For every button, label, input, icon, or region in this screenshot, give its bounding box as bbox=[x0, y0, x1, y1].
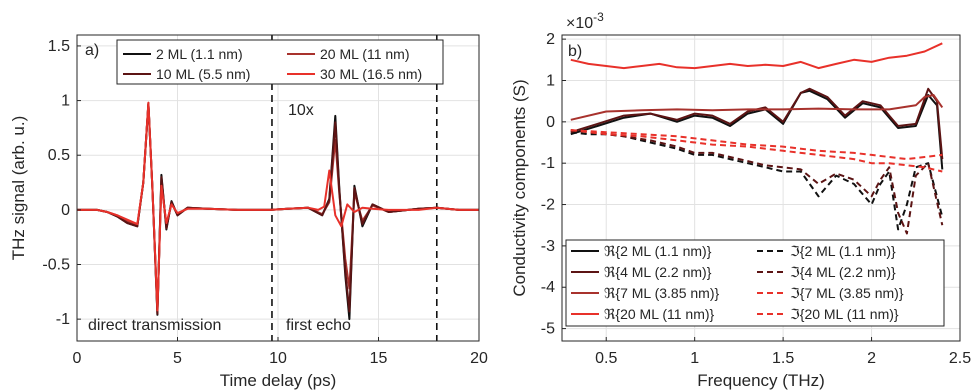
panel-a-marker-lines bbox=[271, 35, 438, 341]
legend-entry: 30 ML (16.5 nm) bbox=[320, 66, 422, 82]
panel-a: 0 5 10 15 20 -1 -0.5 0 0.5 1 1.5 Time delay (ps) T… bbox=[9, 34, 488, 390]
panel-b-frame bbox=[561, 34, 961, 342]
y-multiplier-base: ×10 bbox=[566, 15, 593, 32]
legend-entry: ℑ{20 ML (11 nm)} bbox=[790, 306, 899, 322]
y-tick-label: -4 bbox=[541, 279, 555, 296]
panel-b-legend-box bbox=[565, 239, 945, 327]
legend-entry: 20 ML (11 nm) bbox=[320, 46, 409, 62]
y-tick-label: -2 bbox=[541, 197, 555, 214]
series-line bbox=[570, 129, 943, 173]
panel-b-ticks: 0.5 1 1.5 2 2.5 -5 -4 -3 -2 -1 0 1 2 bbox=[541, 31, 971, 367]
legend-entry: ℜ{7 ML (3.85 nm)} bbox=[604, 285, 719, 301]
y-tick-label: -3 bbox=[541, 238, 555, 255]
legend-entry: ℑ{4 ML (2.2 nm)} bbox=[790, 264, 896, 280]
y-tick-label: -1 bbox=[56, 311, 70, 328]
legend-entry: ℜ{20 ML (11 nm)} bbox=[604, 306, 715, 322]
series-line bbox=[570, 87, 944, 160]
x-tick-label: 15 bbox=[370, 350, 388, 367]
panel-a-series-lines bbox=[77, 101, 479, 321]
legend-entry: ℜ{2 ML (1.1 nm)} bbox=[604, 243, 712, 259]
y-tick-label: 1 bbox=[546, 72, 555, 89]
x-tick-label: 1.5 bbox=[772, 350, 794, 367]
panel-a-legend: 2 ML (1.1 nm) 20 ML (11 nm) 10 ML (5.5 nm)… bbox=[116, 39, 444, 85]
series-line bbox=[570, 129, 943, 161]
panel-b-y-multiplier: ×10-3 bbox=[566, 10, 604, 32]
y-multiplier-exponent: -3 bbox=[593, 10, 604, 24]
y-tick-label: 0 bbox=[61, 202, 70, 219]
legend-entry: ℑ{7 ML (3.85 nm)} bbox=[790, 285, 904, 301]
panel-a-ticks: 0 5 10 15 20 -1 -0.5 0 0.5 1 1.5 bbox=[42, 38, 488, 367]
legend-entry: 2 ML (1.1 nm) bbox=[156, 46, 243, 62]
panel-b-legend: ℜ{2 ML (1.1 nm)} ℑ{2 ML (1.1 nm)} ℜ{4 ML (… bbox=[565, 239, 945, 327]
series-line bbox=[570, 94, 944, 121]
legend-entry: 10 ML (5.5 nm) bbox=[156, 66, 250, 82]
x-tick-label: 20 bbox=[470, 350, 488, 367]
legend-entry: ℑ{2 ML (1.1 nm)} bbox=[790, 243, 896, 259]
panel-b-label: b) bbox=[568, 43, 582, 60]
series-line bbox=[570, 129, 944, 235]
panel-b-series-lines bbox=[570, 42, 944, 235]
series-line bbox=[570, 131, 944, 231]
x-tick-label: 2 bbox=[867, 350, 876, 367]
annotation-first-echo: first echo bbox=[286, 317, 351, 334]
x-tick-label: 5 bbox=[173, 350, 182, 367]
panel-a-label: a) bbox=[85, 42, 99, 59]
panel-a-xlabel: Time delay (ps) bbox=[220, 371, 337, 390]
y-tick-label: 1.5 bbox=[48, 38, 70, 55]
x-tick-label: 10 bbox=[269, 350, 287, 367]
panel-b: 0.5 1 1.5 2 2.5 -5 -4 -3 -2 -1 0 1 2 Frequency (THz)… bbox=[510, 10, 971, 390]
panel-b-xlabel: Frequency (THz) bbox=[697, 371, 825, 390]
legend-entry: ℜ{4 ML (2.2 nm)} bbox=[604, 264, 712, 280]
y-tick-label: 2 bbox=[546, 31, 555, 48]
panel-a-ylabel: THz signal (arb. u.) bbox=[9, 116, 28, 261]
panel-a-legend-box bbox=[116, 39, 444, 85]
annotation-10x: 10x bbox=[288, 102, 314, 119]
y-tick-label: -1 bbox=[541, 155, 555, 172]
x-tick-label: 0 bbox=[73, 350, 82, 367]
x-tick-label: 0.5 bbox=[595, 350, 617, 367]
annotation-direct-transmission: direct transmission bbox=[88, 317, 221, 334]
y-tick-label: -0.5 bbox=[42, 257, 70, 274]
series-line bbox=[570, 42, 943, 70]
series-line bbox=[77, 101, 479, 312]
y-tick-label: 0.5 bbox=[48, 147, 70, 164]
x-tick-label: 2.5 bbox=[949, 350, 971, 367]
x-tick-label: 1 bbox=[690, 350, 699, 367]
y-tick-label: 1 bbox=[61, 93, 70, 110]
y-tick-label: -5 bbox=[541, 321, 555, 338]
panel-b-ylabel: Conductivity components (S) bbox=[510, 79, 529, 296]
y-tick-label: 0 bbox=[546, 114, 555, 131]
